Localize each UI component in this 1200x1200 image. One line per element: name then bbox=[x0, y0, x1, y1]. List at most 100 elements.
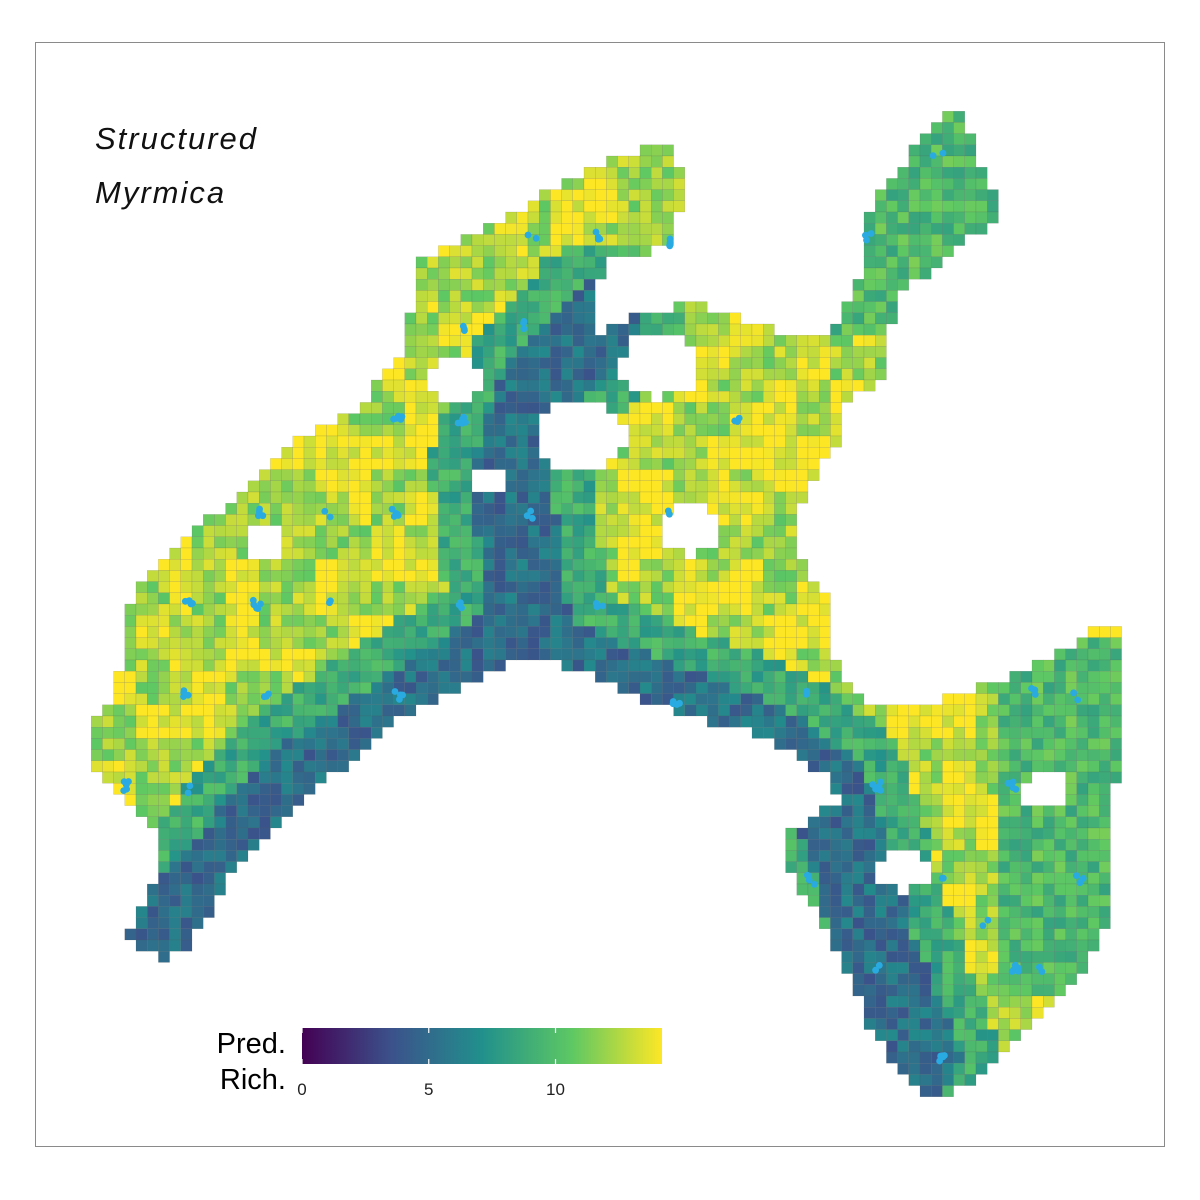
colorbar bbox=[302, 1028, 662, 1064]
richness-cell bbox=[359, 704, 372, 717]
richness-cell bbox=[964, 189, 977, 202]
richness-cell bbox=[191, 547, 204, 560]
richness-cell bbox=[438, 245, 450, 258]
richness-cell bbox=[875, 805, 887, 817]
richness-cell bbox=[505, 234, 518, 246]
richness-cell bbox=[695, 346, 708, 358]
richness-cell bbox=[964, 827, 977, 840]
richness-cell bbox=[225, 682, 238, 694]
richness-cell bbox=[931, 245, 943, 258]
richness-cell bbox=[539, 603, 551, 616]
richness-cell bbox=[763, 671, 775, 683]
occurrence-point bbox=[260, 693, 268, 701]
richness-cell bbox=[796, 469, 809, 482]
richness-cell bbox=[348, 570, 361, 582]
richness-cell bbox=[202, 637, 215, 649]
richness-cell bbox=[886, 895, 898, 907]
richness-cell bbox=[1009, 872, 1021, 885]
richness-cell bbox=[1020, 962, 1033, 974]
richness-cell bbox=[740, 547, 753, 560]
richness-cell bbox=[852, 861, 865, 873]
richness-cell bbox=[998, 861, 1010, 873]
richness-cell bbox=[550, 648, 562, 661]
richness-cell bbox=[919, 178, 932, 190]
richness-cell bbox=[315, 615, 327, 627]
richness-cell bbox=[516, 480, 529, 493]
richness-cell bbox=[236, 816, 249, 829]
richness-cell bbox=[897, 1040, 909, 1053]
richness-cell bbox=[191, 827, 204, 840]
richness-cell bbox=[259, 659, 271, 672]
richness-cell bbox=[191, 861, 204, 873]
richness-cell bbox=[337, 424, 350, 437]
richness-cell bbox=[527, 447, 540, 459]
richness-cell bbox=[247, 559, 260, 571]
richness-cell bbox=[180, 883, 193, 896]
richness-cell bbox=[292, 749, 305, 761]
richness-cell bbox=[931, 166, 943, 179]
richness-cell bbox=[763, 603, 775, 616]
richness-cell bbox=[1065, 771, 1077, 784]
richness-cell bbox=[404, 570, 417, 582]
richness-cell bbox=[135, 906, 148, 918]
richness-cell bbox=[763, 480, 775, 493]
richness-cell bbox=[684, 603, 697, 616]
richness-cell bbox=[415, 682, 428, 694]
richness-cell bbox=[146, 603, 159, 616]
richness-cell bbox=[382, 715, 394, 728]
richness-cell bbox=[617, 503, 629, 515]
richness-cell bbox=[539, 402, 551, 414]
richness-cell bbox=[651, 659, 663, 672]
richness-cell bbox=[628, 402, 641, 414]
richness-cell bbox=[583, 335, 596, 347]
richness-cell bbox=[931, 189, 943, 202]
richness-cell bbox=[953, 1062, 965, 1075]
richness-cell bbox=[516, 570, 529, 582]
richness-cell bbox=[438, 547, 450, 560]
richness-cell bbox=[382, 704, 394, 717]
richness-cell bbox=[359, 615, 372, 627]
richness-cell bbox=[292, 581, 305, 593]
richness-cell bbox=[550, 559, 562, 571]
richness-cell bbox=[460, 290, 473, 302]
richness-cell bbox=[158, 939, 170, 952]
richness-cell bbox=[225, 603, 238, 616]
richness-cell bbox=[875, 335, 887, 347]
richness-cell bbox=[449, 279, 462, 291]
richness-cell bbox=[998, 738, 1010, 750]
occurrence-point bbox=[520, 325, 528, 333]
richness-cell bbox=[830, 715, 842, 728]
richness-cell bbox=[606, 581, 618, 593]
richness-cell bbox=[527, 379, 540, 392]
richness-cell bbox=[707, 648, 719, 661]
richness-cell bbox=[326, 704, 338, 717]
richness-cell bbox=[247, 727, 260, 739]
richness-cell bbox=[180, 861, 193, 873]
richness-cell bbox=[729, 480, 741, 493]
richness-cell bbox=[729, 391, 741, 403]
richness-cell bbox=[382, 536, 394, 549]
richness-cell bbox=[953, 939, 965, 952]
richness-cell bbox=[841, 301, 853, 314]
richness-cell bbox=[919, 1018, 932, 1030]
richness-cell bbox=[841, 827, 853, 840]
richness-cell bbox=[505, 469, 518, 482]
richness-cell bbox=[617, 458, 629, 470]
richness-cell bbox=[225, 783, 238, 795]
richness-cell bbox=[225, 715, 238, 728]
richness-cell bbox=[953, 749, 965, 761]
richness-cell bbox=[1087, 637, 1100, 649]
richness-cell bbox=[483, 525, 495, 537]
richness-cell bbox=[539, 458, 551, 470]
richness-cell bbox=[863, 805, 876, 817]
richness-cell bbox=[852, 973, 865, 985]
richness-cell bbox=[382, 570, 394, 582]
richness-cell bbox=[931, 962, 943, 974]
richness-cell bbox=[628, 682, 641, 694]
richness-cell bbox=[897, 917, 909, 929]
richness-cell bbox=[427, 424, 439, 437]
richness-cell bbox=[1087, 895, 1100, 907]
richness-cell bbox=[662, 570, 674, 582]
richness-cell bbox=[449, 559, 462, 571]
richness-cell bbox=[1098, 693, 1111, 705]
